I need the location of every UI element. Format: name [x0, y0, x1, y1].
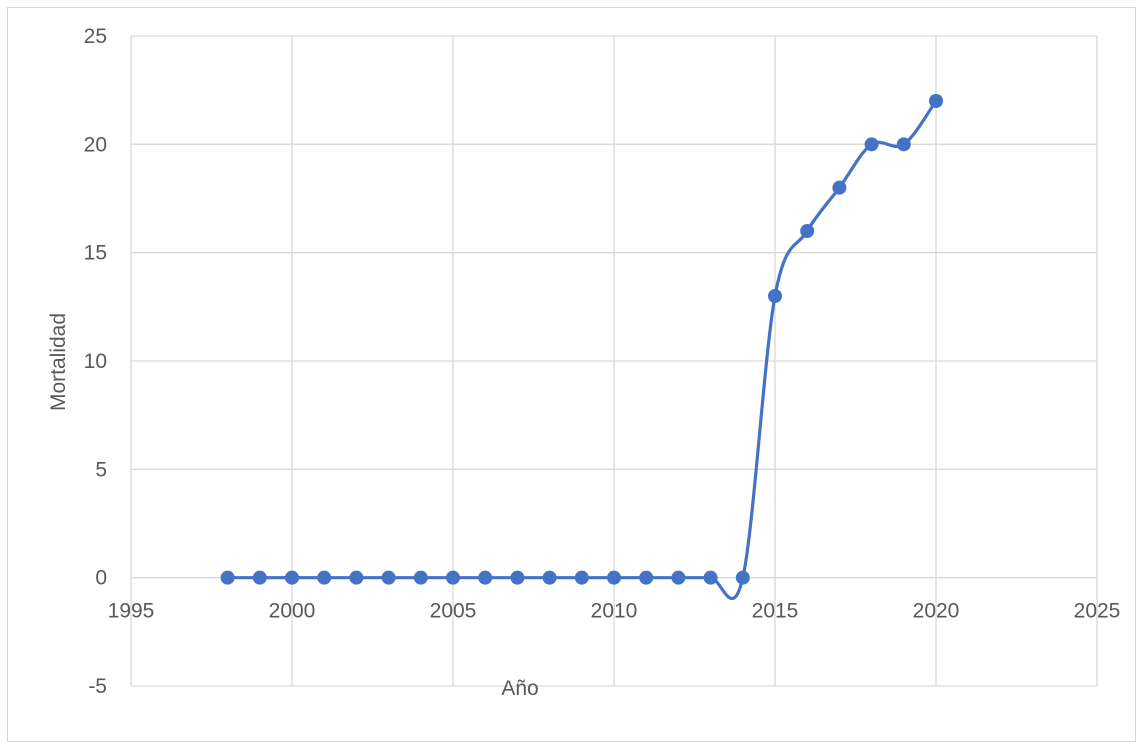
y-axis-title: Mortalidad: [47, 313, 70, 411]
data-point: [896, 137, 911, 152]
y-tick-label: 20: [84, 133, 107, 156]
data-point: [735, 570, 750, 585]
data-point: [446, 570, 460, 585]
data-point: [671, 570, 686, 585]
data-point: [864, 137, 879, 152]
data-point: [349, 570, 364, 585]
data-point: [381, 570, 396, 585]
data-point: [832, 180, 847, 195]
y-tick-label: -5: [88, 675, 107, 698]
x-tick-label: 2005: [430, 600, 477, 623]
y-tick-label: 10: [84, 350, 107, 373]
y-tick-label: 0: [95, 567, 107, 590]
x-tick-label: 2020: [913, 600, 960, 623]
data-point: [542, 570, 557, 585]
data-point: [413, 570, 428, 585]
data-point: [220, 570, 235, 585]
chart-frame: [7, 7, 1136, 742]
data-point: [478, 570, 493, 585]
data-point: [510, 570, 525, 585]
y-tick-label: 5: [95, 458, 107, 481]
series-group: [220, 94, 943, 601]
data-point: [800, 224, 815, 238]
data-point: [607, 570, 621, 585]
data-point: [285, 570, 299, 585]
x-tick-label: 2025: [1074, 600, 1121, 623]
x-tick-label: 1995: [108, 600, 155, 623]
data-point: [639, 570, 654, 585]
x-tick-labels: 1995 2000 2005 2010 2015 2020 2025: [108, 600, 1121, 623]
data-point: [574, 570, 589, 585]
x-tick-label: 2015: [752, 600, 799, 623]
x-tick-label: 2000: [269, 600, 316, 623]
x-axis-title: Año: [501, 677, 538, 700]
series-line: [226, 99, 938, 601]
y-tick-label: 15: [84, 242, 107, 265]
data-point: [768, 289, 782, 303]
y-tick-label: 25: [84, 25, 107, 48]
data-point: [317, 570, 332, 585]
data-point: [929, 94, 943, 108]
data-point: [252, 570, 267, 585]
x-tick-label: 2010: [591, 600, 638, 623]
data-point: [703, 570, 718, 585]
y-tick-labels: -5 0 5 10 15 20 25: [84, 25, 107, 698]
